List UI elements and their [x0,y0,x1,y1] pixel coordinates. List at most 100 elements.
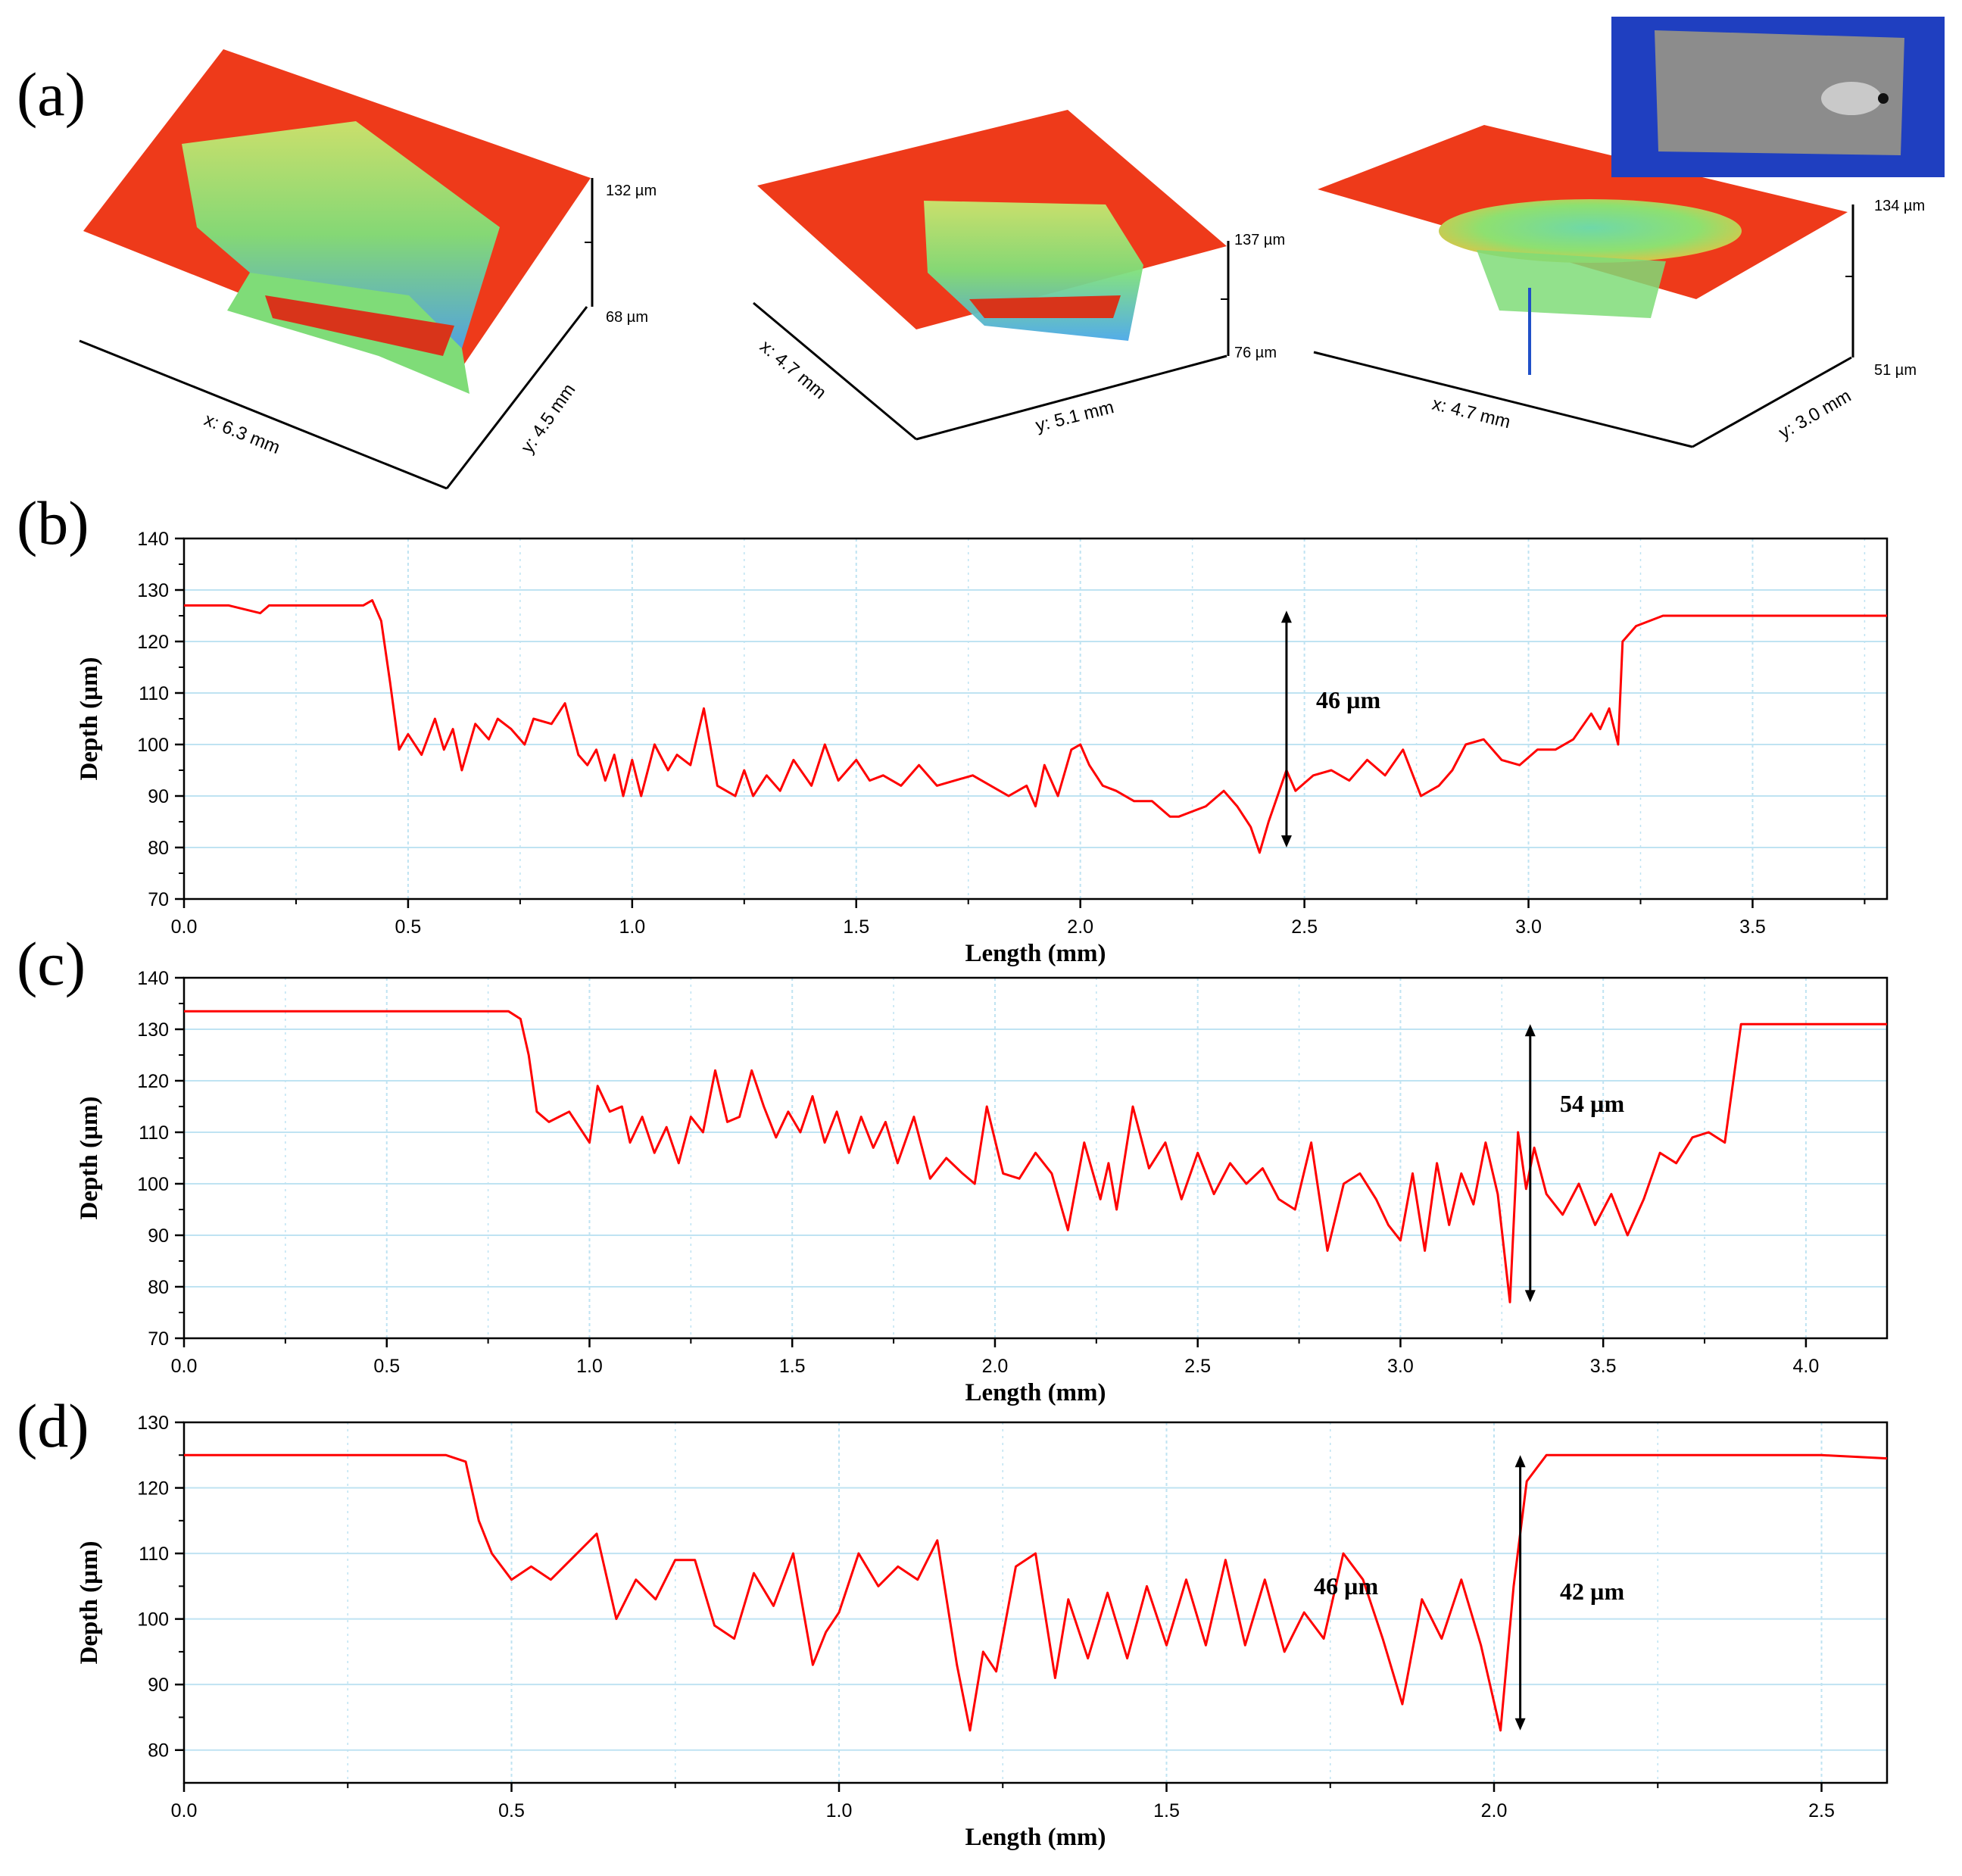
y-axis-title: Depth (µm) [76,1097,103,1220]
y-tick-label: 130 [137,1412,169,1434]
surface-1-y-axis [445,306,588,489]
x-axis-title: Length (mm) [965,940,1106,967]
surface-3-y-axis [1692,356,1852,448]
plot-frame [182,1421,1889,1784]
arrow-head-bottom [1280,835,1292,847]
y-tick-label: 120 [137,1071,169,1092]
x-tick-label: 0.0 [171,1800,198,1821]
y-tick-label: 90 [148,1225,169,1247]
depth-profile-line [184,599,1887,854]
y-tick-label: 140 [137,529,169,550]
surface-1-pit [182,121,500,348]
x-tick-label: 1.0 [619,916,645,938]
surface-1-ledge [265,295,454,356]
surface-2-pit [924,201,1143,341]
surface-3-zmin: 51 µm [1874,362,1917,379]
surface-plot-2: 137 µm 76 µm x: 4.7 mm y: 5.1 mm [753,110,1285,441]
panel-label-c: (c) [17,929,86,998]
surface-1-zmax: 132 µm [606,183,657,199]
surface-3-zmax: 134 µm [1874,198,1925,214]
arrow-head-top [1514,1455,1526,1468]
surface-1-zmin: 68 µm [606,309,648,326]
arrow-head-bottom [1524,1290,1536,1303]
depth-annotation: 54 µm [1560,1090,1624,1117]
panel-label-b: (b) [17,489,89,557]
x-tick-label: 1.5 [843,916,869,938]
x-tick-label: 2.5 [1291,916,1318,938]
y-tick-label: 120 [137,632,169,653]
x-tick-label: 2.5 [1808,1800,1835,1821]
depth-annotation: 42 µm [1560,1578,1624,1605]
arrow-head-top [1280,610,1292,623]
y-tick-label: 130 [137,580,169,601]
x-tick-label: 2.0 [1481,1800,1508,1821]
x-tick-label: 0.0 [171,916,198,938]
x-tick-label: 0.5 [498,1800,525,1821]
y-tick-label: 80 [148,1740,169,1762]
y-tick-label: 70 [148,1328,169,1350]
surface-2-y-axis [915,354,1227,441]
y-tick-label: 100 [137,1174,169,1195]
y-tick-label: 80 [148,1277,169,1298]
y-tick-label: 110 [139,683,169,704]
profile-chart-d: 0.0 0.5 1.0 1.5 2.0 2.5 80 90 100 110 120 130 Length… [76,1412,1889,1851]
y-tick-label: 70 [148,889,169,910]
y-tick-label: 90 [148,1675,169,1696]
surface-2-x-axis [753,301,917,441]
x-tick-label: 3.0 [1387,1356,1414,1377]
x-tick-label: 2.0 [1067,916,1093,938]
x-tick-label: 1.5 [779,1356,806,1377]
x-tick-label: 2.5 [1184,1356,1211,1377]
panel-label-d: (d) [17,1391,89,1460]
depth-annotation: 46 µm [1314,1572,1378,1600]
y-tick-label: 100 [137,735,169,756]
x-tick-label: 3.5 [1590,1356,1617,1377]
x-tick-label: 3.0 [1515,916,1542,938]
depth-annotation: 46 µm [1316,686,1380,713]
x-tick-label: 1.0 [826,1800,853,1821]
surface-2-x-label: x: 4.7 mm [756,336,830,403]
plot-frame [182,976,1889,1340]
y-tick-label: 90 [148,786,169,807]
y-axis-title: Depth (µm) [76,657,103,781]
surface-2-zmax: 137 µm [1234,232,1285,248]
profile-chart-c: 0.0 0.5 1.0 1.5 2.0 2.5 3.0 3.5 4.0 70 80 90 100 110 1… [76,968,1889,1406]
y-tick-label: 80 [148,838,169,859]
plot-frame [182,537,1889,901]
surface-2-zmin: 76 µm [1234,345,1277,361]
x-tick-label: 1.0 [576,1356,603,1377]
photo-hole [1878,93,1889,104]
x-tick-label: 0.5 [373,1356,400,1377]
x-tick-label: 1.5 [1153,1800,1180,1821]
y-tick-label: 120 [137,1478,169,1500]
x-tick-label: 0.5 [395,916,422,938]
photo-corrosion-spot [1821,82,1882,115]
x-tick-label: 4.0 [1793,1356,1820,1377]
surface-1-x-axis [79,339,448,490]
specimen-photo [1611,17,1945,177]
y-tick-label: 130 [137,1019,169,1041]
y-tick-label: 100 [137,1609,169,1631]
arrow-head-top [1524,1024,1536,1037]
surface-plot-1: 132 µm 68 µm x: 6.3 mm y: 4.5 mm [79,49,657,490]
x-axis-title: Length (mm) [965,1379,1106,1406]
x-axis-title: Length (mm) [965,1824,1106,1851]
y-tick-label: 110 [139,1122,169,1144]
surface-3-x-axis [1313,351,1693,448]
depth-profile-line [184,1453,1888,1732]
y-axis-title: Depth (µm) [76,1541,103,1665]
surface-2-y-label: y: 5.1 mm [1034,397,1116,436]
surface-3-wall [1477,250,1666,318]
surface-1-y-label: y: 4.5 mm [517,380,580,457]
panel-label-a: (a) [17,60,86,129]
x-tick-label: 0.0 [171,1356,198,1377]
arrow-head-bottom [1514,1718,1526,1731]
x-tick-label: 2.0 [982,1356,1009,1377]
profile-chart-b: 0.0 0.5 1.0 1.5 2.0 2.5 3.0 3.5 70 80 90 100 110 120 1… [76,529,1889,967]
photo-specimen-plate [1655,30,1904,155]
x-tick-label: 3.5 [1739,916,1766,938]
depth-profile-line [184,1010,1887,1303]
y-tick-label: 110 [139,1544,169,1565]
surface-2-ledge [969,295,1121,318]
